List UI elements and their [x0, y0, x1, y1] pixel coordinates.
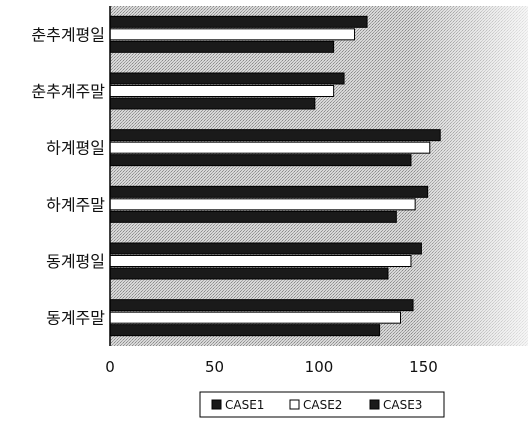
bar-case3-2 — [109, 97, 316, 110]
legend-swatch-case1 — [211, 399, 222, 410]
bar-case1-1 — [109, 15, 368, 28]
legend-label-case2: CASE2 — [303, 398, 342, 412]
legend-label-case3: CASE3 — [383, 398, 422, 412]
bar-case2-5 — [109, 255, 412, 267]
legend: CASE1 CASE2 CASE3 — [199, 391, 445, 418]
bar-case3-5 — [109, 267, 389, 280]
bar-case1-2 — [109, 72, 345, 85]
legend-box — [199, 391, 445, 418]
x-tick-label: 150 — [409, 358, 438, 376]
bar-case3-3 — [109, 154, 412, 167]
bar-case2-3 — [109, 141, 431, 154]
x-tick-label: 0 — [105, 358, 115, 376]
category-label: 춘추계주말 — [31, 82, 105, 101]
bar-case2-6 — [109, 311, 402, 324]
bar-case3-4 — [109, 210, 397, 223]
bar-case1-6 — [109, 299, 414, 312]
category-label: 하계주말 — [46, 195, 105, 214]
plot-area — [110, 6, 528, 346]
x-tick-label: 50 — [205, 358, 224, 376]
category-label: 하계평일 — [46, 139, 105, 158]
bar-case3-1 — [109, 40, 335, 53]
bar-case2-4 — [109, 198, 416, 211]
legend-swatch-case2 — [289, 399, 300, 410]
legend-swatch-case3 — [369, 399, 380, 410]
bars-group — [109, 15, 441, 337]
legend-label-case1: CASE1 — [225, 398, 264, 412]
x-tick-label: 100 — [305, 358, 334, 376]
plot-background-fade — [110, 6, 528, 346]
bar-case1-4 — [109, 185, 429, 198]
category-label: 동계평일 — [46, 252, 105, 271]
bar-case2-1 — [109, 28, 356, 41]
bar-case3-6 — [109, 324, 381, 337]
bar-case1-3 — [109, 129, 441, 142]
bar-case2-2 — [109, 85, 335, 97]
category-label: 동계주말 — [46, 309, 105, 328]
bar-case1-5 — [109, 242, 422, 255]
category-label: 춘추계평일 — [31, 25, 105, 44]
